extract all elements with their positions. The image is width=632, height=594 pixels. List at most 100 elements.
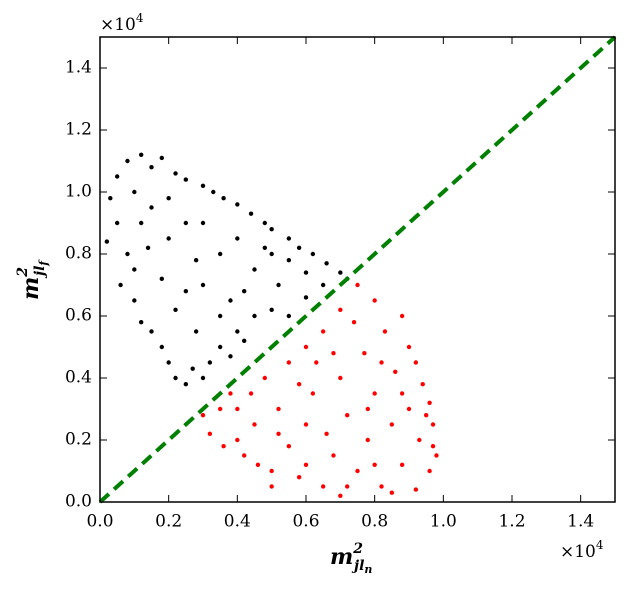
- point: [114, 220, 120, 226]
- point: [420, 382, 425, 387]
- point: [303, 295, 309, 300]
- point: [217, 406, 223, 412]
- point: [114, 174, 120, 179]
- y-axis-label: m2jlf: [15, 259, 50, 300]
- point: [242, 338, 247, 343]
- y-tick-label: 0.6: [65, 306, 92, 326]
- point: [200, 282, 206, 288]
- point: [200, 183, 206, 188]
- reference-line: [98, 35, 617, 504]
- point: [262, 220, 267, 226]
- point: [303, 422, 309, 427]
- point: [139, 152, 144, 157]
- point: [365, 406, 370, 412]
- point: [338, 493, 343, 498]
- point: [430, 422, 436, 427]
- point: [173, 375, 178, 381]
- point: [173, 307, 178, 312]
- plot-frame: [99, 36, 616, 503]
- point: [269, 484, 274, 489]
- point: [166, 196, 171, 201]
- point: [235, 406, 240, 412]
- point: [149, 205, 154, 210]
- point: [252, 313, 257, 319]
- point: [217, 344, 223, 350]
- point: [413, 360, 419, 365]
- point: [149, 329, 154, 334]
- y-offset-base: ×10: [100, 15, 136, 35]
- point: [269, 307, 274, 312]
- point: [427, 400, 432, 405]
- x-label-base: m: [330, 544, 353, 570]
- point: [406, 344, 412, 350]
- y-offset-exp: 4: [136, 11, 144, 25]
- point: [331, 453, 336, 458]
- point: [393, 369, 398, 374]
- point: [228, 354, 233, 359]
- point: [118, 282, 123, 288]
- y-tick-label: 0.4: [65, 368, 92, 388]
- point: [286, 444, 292, 449]
- point: [125, 251, 130, 257]
- point: [159, 276, 164, 281]
- point: [183, 382, 189, 387]
- point: [413, 487, 419, 492]
- point: [314, 360, 319, 365]
- point: [108, 196, 113, 201]
- point: [269, 468, 274, 474]
- y-tick-label: 0.0: [65, 492, 92, 512]
- point: [372, 391, 377, 396]
- y-label-subsub: f: [37, 259, 50, 267]
- point: [310, 391, 316, 396]
- point: [417, 437, 422, 443]
- y-tick-label: 1.4: [65, 58, 92, 78]
- point: [351, 320, 357, 325]
- point: [248, 211, 254, 216]
- y-label-base: m: [18, 277, 44, 300]
- point: [324, 431, 329, 436]
- x-label-sup: 2: [352, 541, 363, 557]
- x-label-subsub: n: [364, 563, 372, 576]
- point: [255, 462, 261, 467]
- point: [338, 270, 343, 275]
- point: [252, 267, 257, 272]
- point: [399, 391, 405, 396]
- point: [379, 484, 384, 489]
- x-tick-label: 0.6: [292, 512, 319, 532]
- point: [430, 444, 436, 449]
- point: [406, 406, 412, 412]
- point: [423, 413, 429, 418]
- point: [139, 320, 144, 325]
- x-tick-label: 0.0: [86, 512, 113, 532]
- point: [320, 329, 326, 334]
- point: [211, 189, 216, 195]
- point: [242, 453, 247, 458]
- x-tick-label: 0.2: [155, 512, 182, 532]
- x-tick-label: 1.0: [430, 512, 457, 532]
- point: [320, 484, 326, 489]
- point: [235, 236, 240, 241]
- point: [276, 406, 281, 412]
- x-tick-label: 1.2: [498, 512, 525, 532]
- x-tick-label: 1.4: [567, 512, 594, 532]
- point: [235, 202, 240, 207]
- point: [372, 462, 377, 467]
- point: [183, 177, 189, 182]
- point: [221, 196, 226, 201]
- point: [242, 289, 247, 294]
- point: [190, 366, 195, 371]
- y-tick-label: 1.0: [65, 182, 92, 202]
- point: [145, 245, 151, 250]
- point: [286, 258, 292, 263]
- y-label-sub: jl: [32, 266, 48, 279]
- y-tick-label: 0.8: [65, 244, 92, 264]
- point: [276, 431, 281, 436]
- point: [286, 236, 292, 241]
- y-tick-label: 0.2: [65, 430, 92, 450]
- point: [296, 475, 302, 480]
- point: [193, 329, 199, 334]
- point: [345, 484, 350, 489]
- x-offset-label: ×104: [560, 538, 604, 562]
- point: [132, 298, 137, 303]
- x-axis-label: m2 jln: [330, 541, 372, 576]
